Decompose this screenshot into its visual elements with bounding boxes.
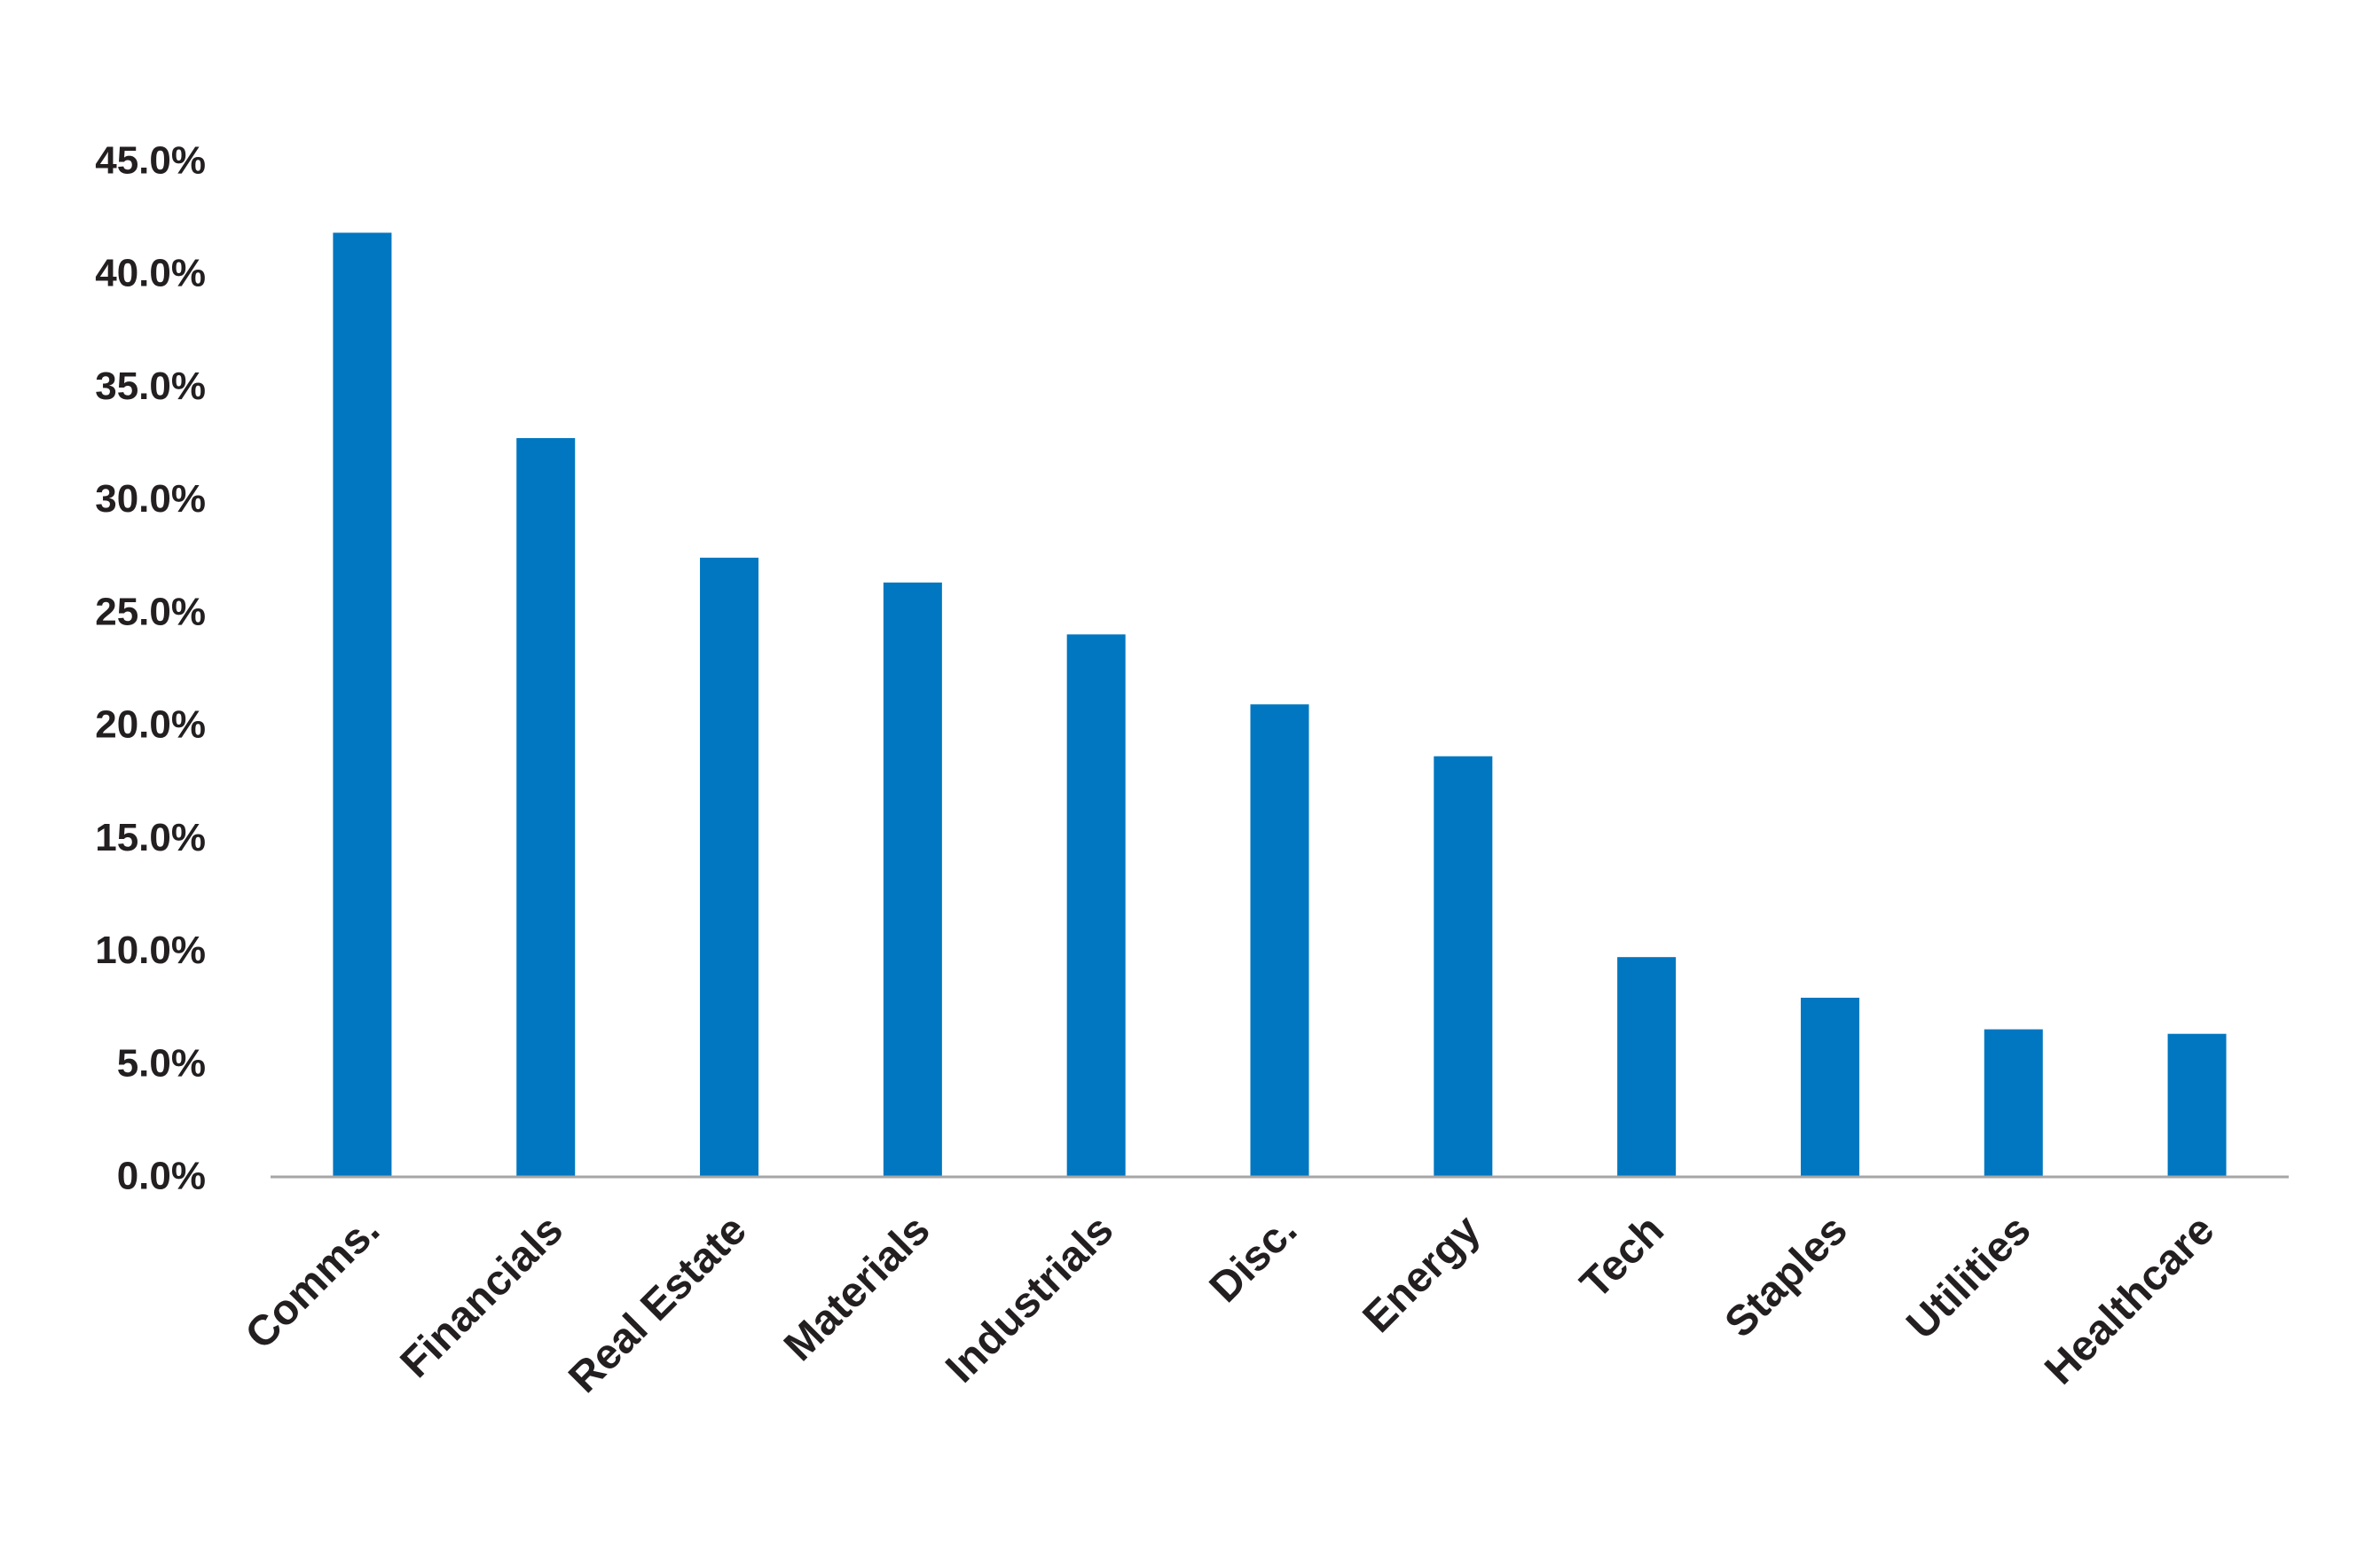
y-tick-label: 40.0% — [95, 252, 206, 295]
bar-series — [333, 232, 2227, 1176]
bar-healthcare — [2167, 1033, 2227, 1176]
bar-materials — [883, 582, 942, 1176]
y-tick-label: 0.0% — [117, 1155, 206, 1198]
y-tick-label: 30.0% — [95, 477, 206, 521]
bar-industrials — [1066, 634, 1126, 1176]
bar-comms — [333, 232, 392, 1176]
y-axis-tick-labels: 0.0% 5.0% 10.0% 15.0% 20.0% 25.0% 30.0% 35.0% 40… — [95, 139, 206, 1198]
x-tick-label: Materials — [775, 1206, 939, 1370]
x-tick-label: Industrials — [937, 1206, 1122, 1392]
x-tick-label: Tech — [1572, 1206, 1673, 1307]
bar-staples — [1800, 997, 1859, 1176]
bar-disc — [1250, 704, 1309, 1176]
x-tick-label: Disc. — [1201, 1206, 1307, 1312]
x-tick-label: Comms. — [237, 1206, 389, 1358]
y-tick-label: 15.0% — [95, 816, 206, 859]
x-tick-label: Financials — [392, 1206, 572, 1386]
bar-real-estate — [700, 557, 759, 1176]
y-tick-label: 10.0% — [95, 929, 206, 972]
bar-utilities — [1984, 1029, 2043, 1176]
y-tick-label: 25.0% — [95, 590, 206, 633]
x-tick-label: Utilities — [1898, 1206, 2039, 1348]
x-tick-label: Healthcare — [2036, 1206, 2223, 1393]
x-tick-label: Energy — [1355, 1206, 1490, 1342]
bar-tech — [1617, 957, 1677, 1176]
x-tick-label: Staples — [1717, 1206, 1857, 1346]
y-tick-label: 45.0% — [95, 139, 206, 183]
y-tick-label: 5.0% — [117, 1041, 206, 1085]
y-tick-label: 35.0% — [95, 365, 206, 408]
bar-financials — [516, 437, 576, 1176]
x-tick-label: Real Estate — [560, 1206, 755, 1401]
bar-energy — [1434, 756, 1493, 1176]
y-tick-label: 20.0% — [95, 703, 206, 747]
